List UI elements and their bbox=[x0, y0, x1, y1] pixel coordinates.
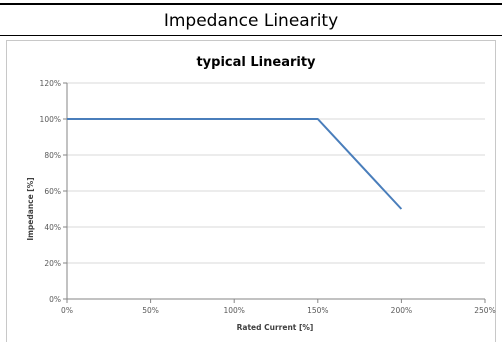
x-tick-label: 100% bbox=[223, 306, 244, 315]
x-tick-label: 200% bbox=[391, 306, 412, 315]
top-rule bbox=[0, 3, 502, 5]
y-tick-label: 80% bbox=[44, 151, 61, 160]
y-tick-labels: 0% 20% 40% 60% 80% 100% 120% bbox=[40, 79, 61, 304]
x-tick-label: 0% bbox=[61, 306, 73, 315]
y-tick-label: 20% bbox=[44, 259, 61, 268]
x-tick-label: 50% bbox=[142, 306, 159, 315]
header-rule bbox=[0, 35, 502, 36]
chart-axes bbox=[63, 82, 486, 303]
y-tick-label: 100% bbox=[40, 115, 61, 124]
y-tick-label: 40% bbox=[44, 223, 61, 232]
y-tick-label: 0% bbox=[49, 295, 61, 304]
x-tick-label: 250% bbox=[474, 306, 495, 315]
y-tick-label: 120% bbox=[40, 79, 61, 88]
series-line bbox=[67, 118, 403, 210]
y-tick-label: 60% bbox=[44, 187, 61, 196]
y-axis-title: Impedance [%] bbox=[26, 177, 35, 240]
page-title: Impedance Linearity bbox=[163, 11, 339, 31]
chart-title: typical Linearity bbox=[196, 55, 316, 70]
chart-series bbox=[67, 118, 403, 210]
x-tick-label: 150% bbox=[307, 306, 328, 315]
x-tick-labels: 0% 50% 100% 150% 200% 250% bbox=[61, 306, 496, 315]
x-axis-title: Rated Current [%] bbox=[237, 323, 314, 332]
chart-gridlines bbox=[67, 82, 485, 264]
